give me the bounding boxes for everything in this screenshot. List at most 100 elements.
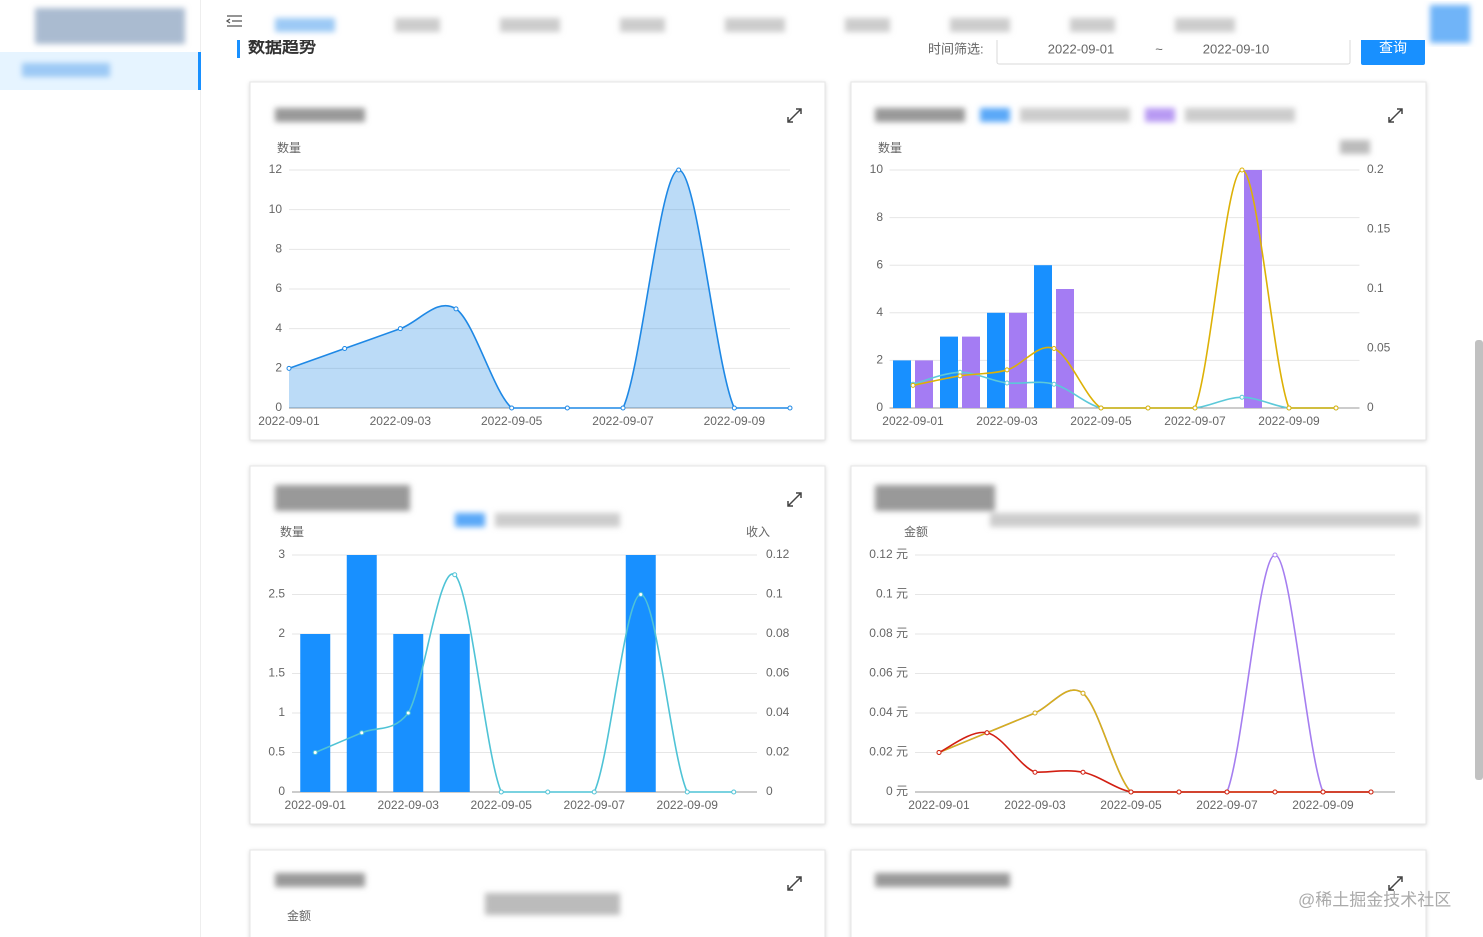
- expand-icon[interactable]: [787, 492, 802, 507]
- point: [1080, 690, 1086, 696]
- scrollbar[interactable]: [1475, 340, 1483, 780]
- bar: [962, 336, 980, 408]
- bar: [987, 312, 1005, 408]
- y2-tick-label: 0.1: [1367, 281, 1384, 295]
- x-tick-label: 2022-09-07: [564, 798, 626, 812]
- x-tick-label: 2022-09-07: [1164, 414, 1226, 428]
- y-tick-label: 10: [870, 162, 884, 176]
- section-title: 数据趋势: [248, 36, 316, 56]
- expand-icon[interactable]: [787, 876, 802, 891]
- y-tick-label: 0: [278, 784, 285, 798]
- title-bar: [237, 40, 240, 58]
- y-tick-label: 0 元: [886, 784, 908, 798]
- bar: [439, 634, 470, 792]
- point: [452, 572, 458, 578]
- x-tick-label: 2022-09-09: [704, 414, 766, 428]
- expand-icon[interactable]: [787, 108, 802, 123]
- top-tabs: [275, 5, 1470, 43]
- y-tick-label: 4: [876, 305, 883, 319]
- point: [342, 346, 348, 351]
- filter-label: 时间筛选:: [928, 41, 984, 56]
- point: [509, 405, 515, 411]
- y-tick-label: 10: [269, 202, 283, 216]
- point: [1239, 167, 1245, 173]
- y2-tick-label: 0.04: [766, 705, 790, 719]
- expand-icon[interactable]: [1388, 108, 1403, 123]
- bar: [1056, 289, 1074, 408]
- y-tick-label: 8: [275, 242, 282, 256]
- expand-icon[interactable]: [1388, 876, 1403, 891]
- bar: [1034, 265, 1052, 408]
- y-tick-label: 12: [269, 162, 283, 176]
- point: [638, 592, 644, 597]
- y-tick-label: 3: [278, 547, 285, 561]
- x-tick-label: 2022-09-03: [378, 798, 440, 812]
- y-tick-label: 8: [876, 210, 883, 224]
- point: [1320, 789, 1326, 795]
- y2-tick-label: 0.12: [766, 547, 790, 561]
- bar: [625, 555, 656, 792]
- menu-toggle[interactable]: [225, 15, 242, 27]
- query-button[interactable]: [1361, 34, 1425, 65]
- y2-tick-label: 0.05: [1367, 341, 1391, 355]
- x-tick-label: 2022-09-03: [370, 414, 432, 428]
- y-tick-label: 4: [275, 321, 282, 335]
- y-tick-label: 2: [275, 361, 282, 375]
- sidebar-blur: [22, 8, 185, 77]
- bar: [1009, 312, 1027, 408]
- point: [1128, 789, 1134, 795]
- point: [1051, 381, 1057, 387]
- point: [1004, 367, 1010, 373]
- point: [453, 306, 459, 312]
- point: [676, 167, 682, 173]
- x-tick-label: 2022-09-03: [1004, 798, 1066, 812]
- y-tick-label: 2: [876, 353, 883, 367]
- y-tick-label: 0: [876, 400, 883, 414]
- y-tick-label: 2: [278, 626, 285, 640]
- y2-tick-label: 0.1: [766, 587, 783, 601]
- point: [1145, 405, 1151, 411]
- bar: [300, 634, 331, 792]
- point: [359, 730, 365, 736]
- point: [1192, 405, 1198, 411]
- point: [1032, 769, 1038, 775]
- y-tick-label: 0.5: [268, 745, 285, 759]
- point: [312, 750, 318, 755]
- bar: [893, 360, 911, 408]
- point: [405, 710, 411, 716]
- x-tick-label: 2022-09-05: [1070, 414, 1132, 428]
- y-tick-label: 0.02 元: [869, 745, 908, 759]
- blurred-titles: [275, 108, 1420, 915]
- query-label: 查询: [1379, 40, 1407, 56]
- point: [936, 750, 942, 755]
- charts: 数量 0 2 4 6 8 10 12 2022-09-01 2022-09-03 2022-09-0…: [258, 140, 1395, 923]
- point: [684, 789, 690, 795]
- x-tick-label: 2022-09-09: [1258, 414, 1320, 428]
- x-tick-label: 2022-09-07: [1196, 798, 1258, 812]
- y2-tick-label: 0: [766, 784, 773, 798]
- x-tick-label: 2022-09-01: [285, 798, 347, 812]
- y2-tick-label: 0.2: [1367, 162, 1384, 176]
- point: [1333, 405, 1339, 411]
- x-tick-label: 2022-09-07: [592, 414, 654, 428]
- point: [1224, 789, 1230, 795]
- point: [957, 373, 963, 379]
- y-axis-name: 数量: [280, 524, 304, 539]
- x-tick-label: 2022-09-01: [908, 798, 970, 812]
- card: [850, 849, 1427, 937]
- card: [249, 81, 826, 441]
- x-tick-label: 2022-09-09: [1292, 798, 1354, 812]
- point: [1176, 789, 1182, 795]
- point: [591, 789, 597, 795]
- y-axis-name: 金额: [287, 908, 311, 923]
- point: [1286, 405, 1292, 411]
- y-tick-label: 1.5: [268, 666, 285, 680]
- y-tick-label: 6: [876, 257, 883, 271]
- point: [1272, 789, 1278, 795]
- x-tick-label: 2022-09-01: [882, 414, 944, 428]
- y-axis-name: 金额: [904, 524, 928, 539]
- point: [1004, 380, 1010, 386]
- point: [910, 382, 916, 388]
- point: [1051, 346, 1057, 351]
